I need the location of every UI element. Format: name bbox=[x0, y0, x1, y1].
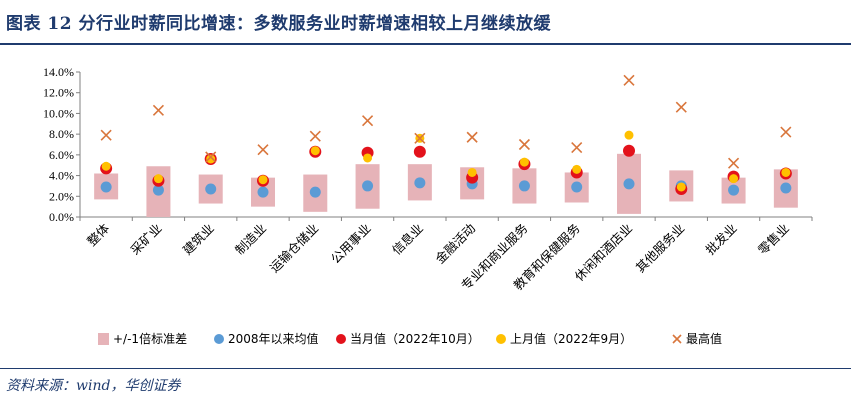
x-category-label: 零售业 bbox=[755, 221, 792, 258]
mean-point bbox=[414, 177, 426, 189]
x-category-label: 运输仓储业 bbox=[267, 221, 322, 276]
previous-month-point bbox=[153, 174, 163, 184]
max-point bbox=[309, 130, 321, 142]
max-point bbox=[675, 101, 687, 113]
mean-point bbox=[205, 183, 217, 195]
figure-header: 图表 12 分行业时薪同比增速：多数服务业时薪增速相较上月继续放缓 bbox=[0, 0, 851, 44]
max-point bbox=[100, 129, 112, 141]
max-point bbox=[623, 74, 635, 86]
y-tick-label: 10.0% bbox=[43, 106, 74, 120]
mean-point bbox=[518, 180, 530, 192]
x-category-label: 整体 bbox=[84, 220, 113, 249]
previous-month-point bbox=[101, 161, 111, 171]
footer-rule bbox=[0, 368, 851, 369]
legend-mean-marker bbox=[214, 334, 224, 344]
max-point bbox=[362, 115, 374, 127]
mean-point bbox=[571, 181, 583, 193]
legend-std-range-label: +/-1倍标准差 bbox=[113, 331, 187, 346]
legend-current-month-label: 当月值（2022年10月） bbox=[350, 331, 480, 346]
x-category-label: 批发业 bbox=[703, 221, 740, 258]
legend-previous-month-label: 上月值（2022年9月） bbox=[510, 331, 632, 346]
previous-month-point bbox=[781, 167, 791, 177]
max-point bbox=[466, 131, 478, 143]
previous-month-point bbox=[519, 157, 529, 167]
max-point bbox=[518, 138, 530, 151]
x-category-label: 建筑业 bbox=[180, 221, 217, 258]
legend-previous-month-marker bbox=[496, 334, 506, 344]
previous-month-point bbox=[363, 153, 373, 163]
max-point bbox=[728, 157, 740, 169]
x-category-label: 采矿业 bbox=[127, 221, 164, 258]
y-tick-label: 14.0% bbox=[43, 65, 74, 79]
y-tick-label: 8.0% bbox=[49, 127, 74, 141]
max-point bbox=[780, 126, 792, 138]
mean-point bbox=[152, 184, 164, 196]
current-month-point bbox=[623, 144, 635, 157]
current-month-point bbox=[413, 145, 426, 158]
max-point bbox=[571, 142, 583, 154]
previous-month-point bbox=[206, 154, 216, 164]
mean-point bbox=[728, 184, 740, 196]
x-category-label: 公用事业 bbox=[328, 221, 374, 267]
previous-month-point bbox=[467, 167, 477, 177]
legend-mean-label: 2008年以来均值 bbox=[228, 331, 319, 346]
x-category-label: 信息业 bbox=[389, 221, 426, 258]
y-tick-label: 6.0% bbox=[49, 148, 74, 162]
max-point bbox=[152, 104, 164, 116]
x-category-label: 其他服务业 bbox=[633, 221, 688, 276]
x-category-label: 制造业 bbox=[232, 221, 269, 258]
legend-max-marker bbox=[672, 334, 682, 344]
figure-source: 资料来源：wind，华创证券 bbox=[6, 378, 181, 394]
legend-current-month-marker bbox=[336, 334, 346, 344]
max-point bbox=[414, 132, 426, 144]
mean-point bbox=[362, 180, 374, 192]
previous-month-point bbox=[624, 130, 634, 140]
previous-month-point bbox=[572, 164, 582, 174]
previous-month-point bbox=[310, 146, 320, 156]
y-tick-label: 12.0% bbox=[43, 86, 74, 100]
mean-point bbox=[100, 181, 112, 193]
legend-max-label: 最高值 bbox=[686, 331, 722, 346]
max-point bbox=[205, 151, 217, 163]
max-point bbox=[257, 144, 269, 156]
x-category-label: 金融活动 bbox=[432, 221, 478, 267]
mean-point bbox=[780, 182, 792, 194]
mean-point bbox=[257, 186, 269, 198]
previous-month-point bbox=[258, 175, 268, 185]
y-tick-label: 2.0% bbox=[49, 189, 74, 203]
mean-point bbox=[623, 178, 635, 190]
figure-title: 图表 12 分行业时薪同比增速：多数服务业时薪增速相较上月继续放缓 bbox=[6, 14, 551, 34]
header-rule bbox=[0, 43, 851, 45]
previous-month-point bbox=[729, 174, 739, 184]
legend-std-range-marker bbox=[98, 333, 109, 345]
chart: 0.0% 2.0% 4.0% 6.0% 8.0% 10.0% 12.0% 14.0% 整体 采矿业… bbox=[43, 65, 813, 346]
y-tick-label: 0.0% bbox=[49, 210, 74, 224]
previous-month-point bbox=[676, 182, 686, 192]
mean-point bbox=[309, 186, 321, 198]
y-tick-label: 4.0% bbox=[49, 169, 74, 183]
